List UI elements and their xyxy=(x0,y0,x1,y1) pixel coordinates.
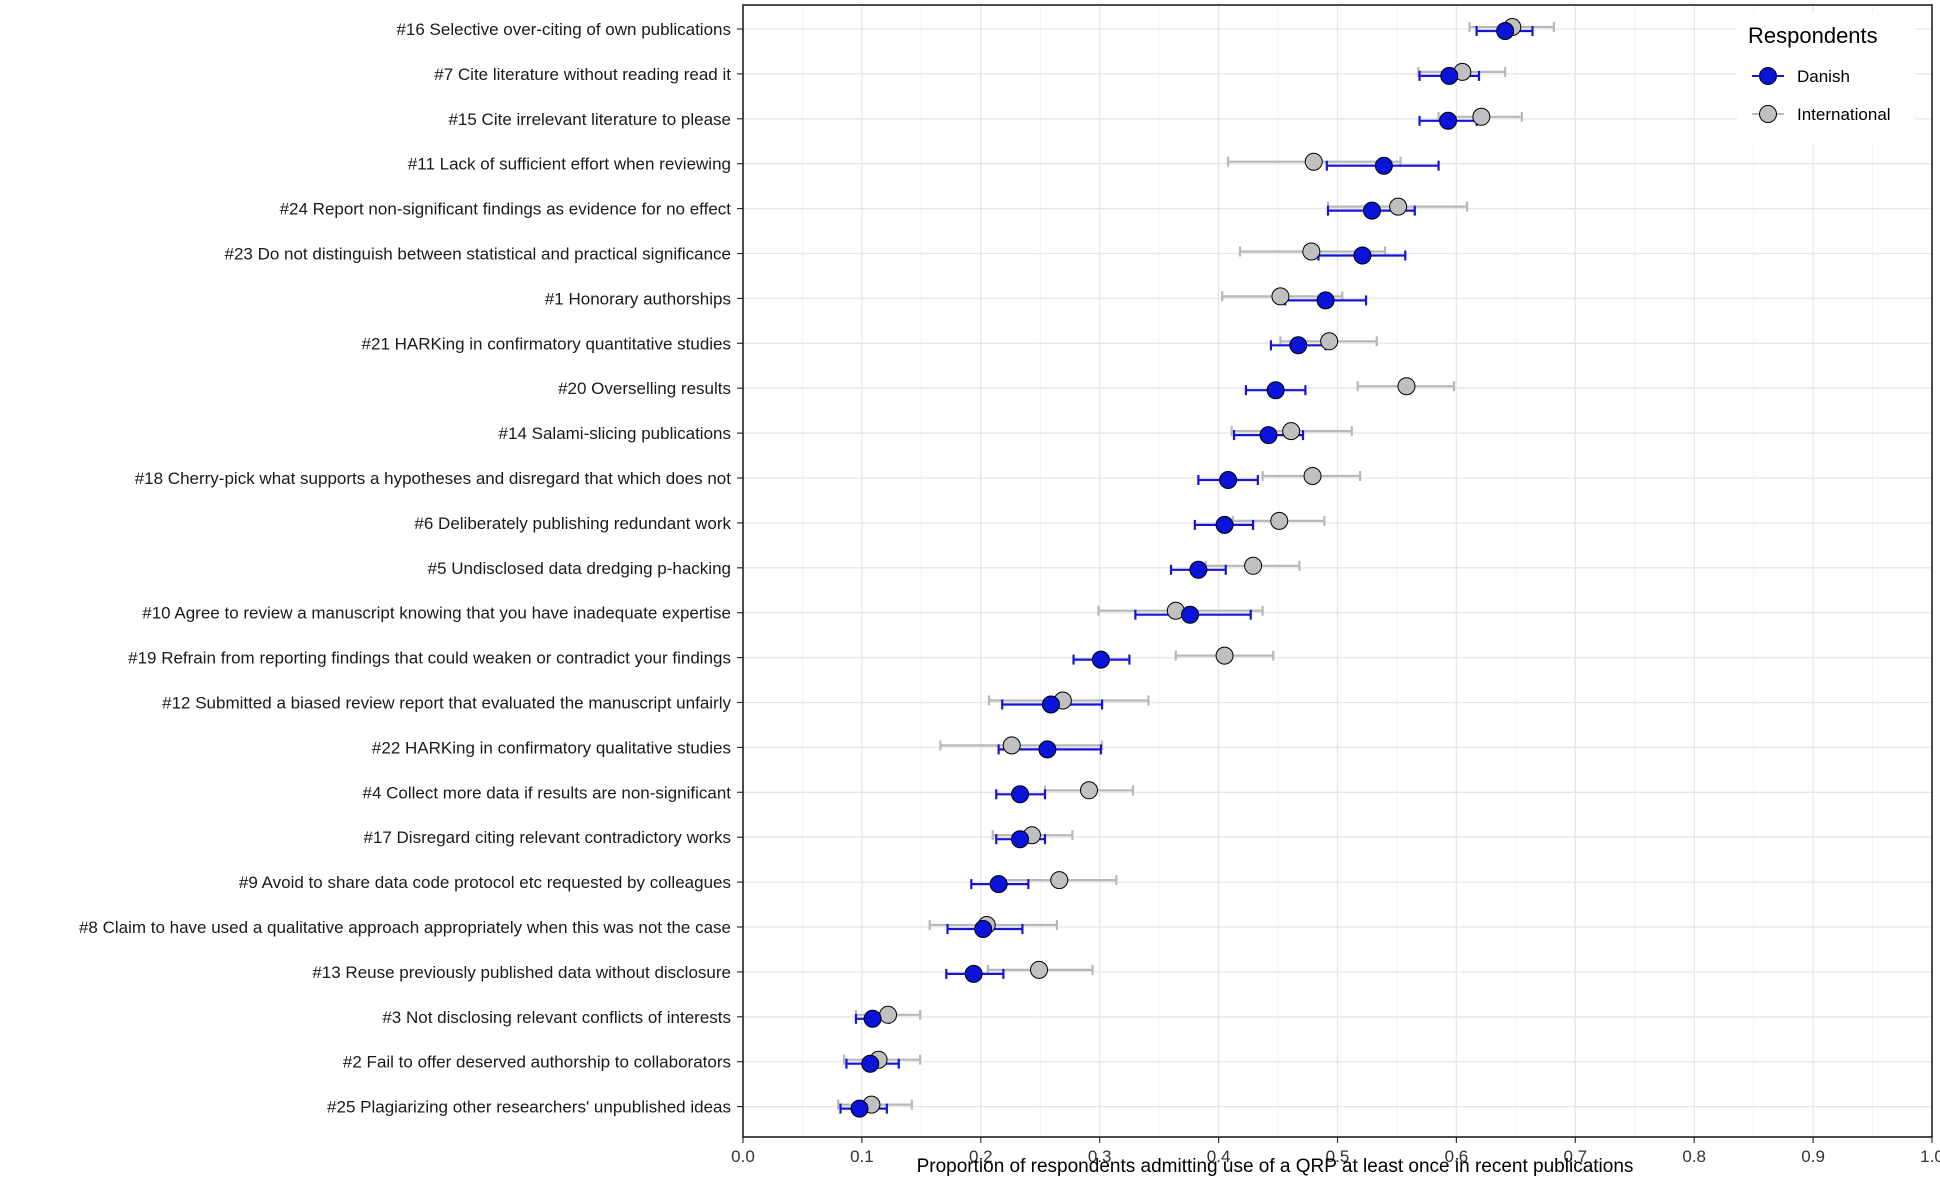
point-international xyxy=(1304,152,1323,171)
category-label: #2 Fail to offer deserved authorship to … xyxy=(343,1053,731,1072)
category-label: #14 Salami-slicing publications xyxy=(499,424,731,443)
point-danish xyxy=(1215,515,1234,534)
category-label: #3 Not disclosing relevant conflicts of … xyxy=(382,1008,731,1027)
category-label: #4 Collect more data if results are non-… xyxy=(362,783,731,802)
point-international xyxy=(1302,242,1321,261)
category-label: #7 Cite literature without reading read … xyxy=(434,65,731,84)
point-international xyxy=(1303,467,1322,485)
point-danish xyxy=(1496,22,1515,40)
point-danish xyxy=(1439,111,1458,130)
x-tick-label: 0.9 xyxy=(1801,1147,1825,1166)
category-label: #10 Agree to review a manuscript knowing… xyxy=(142,604,731,623)
point-danish xyxy=(1011,830,1030,849)
x-tick-label: 0.2 xyxy=(969,1147,993,1166)
point-danish xyxy=(1316,291,1335,310)
category-label: #16 Selective over-citing of own publica… xyxy=(396,20,731,39)
x-tick-label: 0.7 xyxy=(1563,1147,1587,1166)
point-international xyxy=(1472,107,1491,126)
x-tick-label: 0.0 xyxy=(731,1147,755,1166)
category-label: #1 Honorary authorships xyxy=(545,289,731,308)
category-label: #13 Reuse previously published data with… xyxy=(312,963,731,982)
point-international xyxy=(1215,646,1234,665)
point-danish xyxy=(964,964,983,983)
legend-danish-label: Danish xyxy=(1797,67,1850,86)
point-international xyxy=(1079,781,1098,800)
category-label: #12 Submitted a biased review report tha… xyxy=(162,694,731,713)
x-tick-label: 0.6 xyxy=(1445,1147,1469,1166)
point-danish xyxy=(863,1009,882,1028)
category-label: #17 Disregard citing relevant contradict… xyxy=(363,828,731,847)
grid-lines xyxy=(742,5,1933,1137)
category-label: #5 Undisclosed data dredging p-hacking xyxy=(428,559,731,578)
category-label: #11 Lack of sufficient effort when revie… xyxy=(408,155,731,174)
category-label: #25 Plagiarizing other researchers' unpu… xyxy=(327,1098,731,1117)
point-international xyxy=(1030,960,1049,979)
category-label: #23 Do not distinguish between statistic… xyxy=(224,245,731,264)
category-label: #20 Overselling results xyxy=(558,379,731,398)
x-axis: 0.0 0.1 0.2 0.3 0.4 0.5 0.6 0.7 0.8 0.9 1.0 xyxy=(731,1137,1940,1166)
point-international xyxy=(1320,332,1339,351)
point-danish xyxy=(1259,426,1278,445)
legend-danish-marker xyxy=(1759,67,1777,85)
category-label: #8 Claim to have used a qualitative appr… xyxy=(79,918,731,937)
point-international xyxy=(1271,287,1290,306)
point-danish xyxy=(1374,156,1393,175)
x-tick-label: 0.4 xyxy=(1207,1147,1231,1166)
point-danish xyxy=(1440,66,1459,85)
point-danish xyxy=(1181,605,1200,624)
x-tick-label: 1.0 xyxy=(1920,1147,1940,1166)
x-axis-title: Proportion of respondents admitting use … xyxy=(917,1156,1634,1177)
point-danish xyxy=(1189,560,1208,579)
legend: Respondents Danish International xyxy=(1737,13,1915,143)
point-international xyxy=(1244,556,1263,575)
category-label: #19 Refrain from reporting findings that… xyxy=(128,649,731,668)
point-danish xyxy=(1041,695,1060,714)
x-tick-label: 0.3 xyxy=(1088,1147,1112,1166)
point-international xyxy=(1389,197,1408,216)
category-label: #9 Avoid to share data code protocol etc… xyxy=(239,873,731,892)
panel-border xyxy=(742,4,1933,1138)
point-danish xyxy=(1091,650,1110,669)
data-points xyxy=(850,18,1522,1118)
point-danish xyxy=(1038,740,1057,759)
legend-title: Respondents xyxy=(1748,23,1878,48)
x-tick-label: 0.1 xyxy=(850,1147,874,1166)
point-danish xyxy=(861,1054,880,1073)
category-label: #21 HARKing in confirmatory quantitative… xyxy=(362,334,731,353)
category-label: #22 HARKing in confirmatory qualitative … xyxy=(372,738,731,757)
point-danish xyxy=(1362,201,1381,220)
category-label: #18 Cherry-pick what supports a hypothes… xyxy=(135,469,732,488)
x-tick-label: 0.8 xyxy=(1682,1147,1706,1166)
point-danish xyxy=(974,920,993,938)
point-danish xyxy=(989,875,1008,894)
point-danish xyxy=(1266,381,1285,400)
category-label: #24 Report non-significant findings as e… xyxy=(280,200,732,219)
point-danish xyxy=(1011,785,1030,804)
point-danish xyxy=(850,1099,869,1118)
point-international xyxy=(1270,511,1289,530)
point-danish xyxy=(1219,471,1238,489)
category-labels: #16 Selective over-citing of own publica… xyxy=(79,20,743,1117)
point-international xyxy=(1002,736,1021,755)
point-international xyxy=(1050,871,1069,890)
point-danish xyxy=(1353,246,1372,265)
point-international xyxy=(1282,422,1301,441)
point-danish xyxy=(1289,336,1308,355)
category-label: #15 Cite irrelevant literature to please xyxy=(448,110,731,129)
point-international xyxy=(1397,377,1416,396)
category-label: #6 Deliberately publishing redundant wor… xyxy=(414,514,731,533)
legend-international-marker xyxy=(1759,105,1777,123)
point-international xyxy=(879,1005,898,1024)
legend-international-label: International xyxy=(1797,105,1891,124)
x-tick-label: 0.5 xyxy=(1326,1147,1350,1166)
